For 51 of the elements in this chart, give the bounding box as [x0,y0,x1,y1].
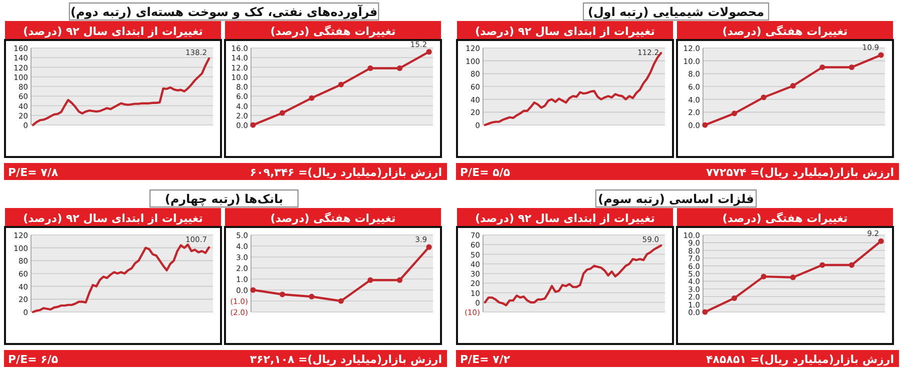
chart-title: تغییرات از ابتدای سال ۹۲ (درصد) [475,212,655,225]
text: P/E= ۷/۲ [460,353,510,366]
point [820,262,826,268]
chart-title: تغییرات هفتگی (درصد) [722,25,848,38]
text: P/E= ۵/۵ [460,166,510,179]
point [848,262,854,268]
point [790,83,796,89]
text: فلزات اساسی (رتبه سوم) [598,192,754,206]
point [732,110,738,116]
text: محصولات شیمیایی (رتبه اول) [588,5,764,19]
line-series [484,244,662,306]
text: بانک‌ها (رتبه چهارم) [164,192,284,206]
text: ارزش بازار(میلیارد ریال)= ۶۰۹,۳۴۶ [250,166,442,179]
point [878,52,884,58]
text: P/E= ۶/۵ [8,353,58,366]
text: P/E= ۷/۸ [8,166,58,179]
point [702,309,708,315]
point [426,49,432,55]
point [396,277,402,283]
point [338,82,344,88]
point [250,122,256,128]
point [250,287,256,293]
point [368,65,374,72]
chart-title: تغییرات از ابتدای سال ۹۲ (درصد) [23,25,203,38]
line-series [32,57,210,126]
chart-title: تغییرات هفتگی (درصد) [270,212,396,225]
point [848,64,854,70]
point [790,274,796,280]
point [338,298,344,304]
chart-title: تغییرات هفتگی (درصد) [722,212,848,225]
chart-title: تغییرات هفتگی (درصد) [270,25,396,38]
line-series [32,244,210,314]
text: فرآورده‌های نفتی، کک و سوخت هسته‌ای (رتبه دوم) [70,4,378,19]
point [760,94,766,100]
point [308,95,314,101]
point [732,295,738,301]
point [760,274,766,280]
chart-title: تغییرات از ابتدای سال ۹۲ (درصد) [475,25,655,38]
point [426,244,432,250]
point [820,64,826,70]
point [878,238,884,244]
text: ارزش بازار(میلیارد ریال)= ۳۶۲,۱۰۸ [250,353,442,366]
text: ارزش بازار(میلیارد ریال)= ۷۷۲۵۷۴ [706,166,894,179]
point [280,292,286,298]
point [396,65,402,72]
point [308,294,314,300]
chart-title: تغییرات از ابتدای سال ۹۲ (درصد) [23,212,203,225]
point [280,110,286,116]
point [702,122,708,128]
text: ارزش بازار(میلیارد ریال)= ۴۸۵۸۵۱ [706,353,894,366]
point [368,277,374,283]
